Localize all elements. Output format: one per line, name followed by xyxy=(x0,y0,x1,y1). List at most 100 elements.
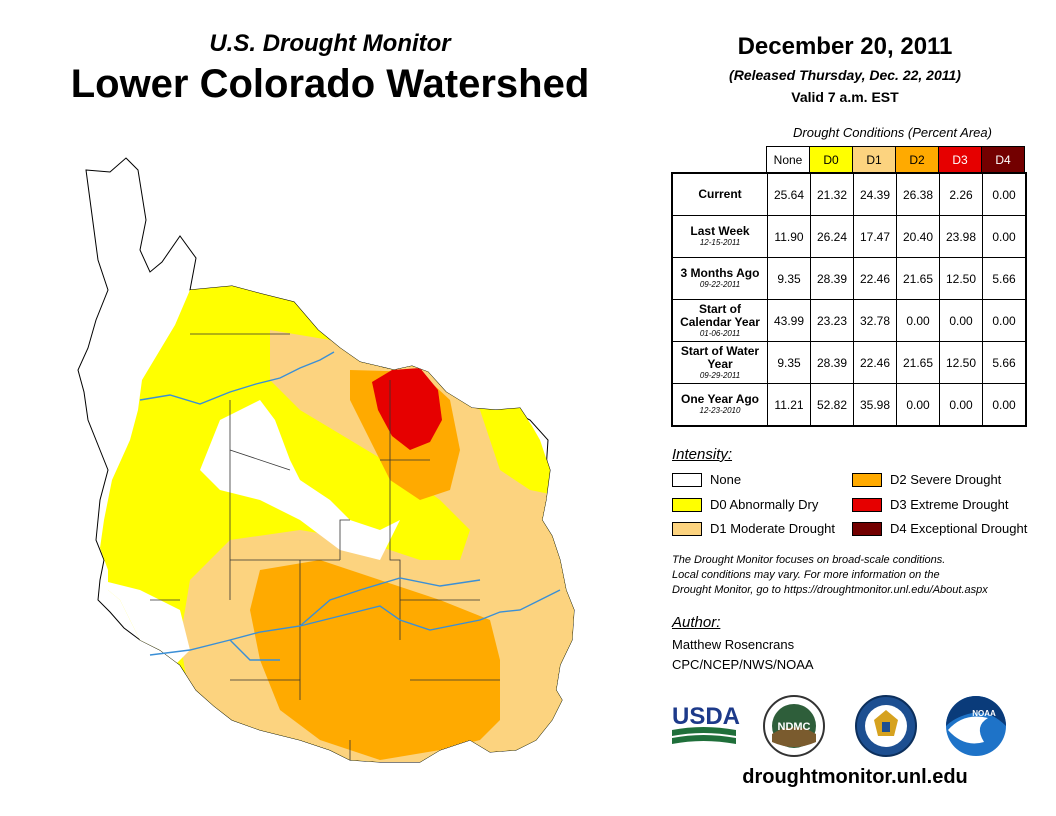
legend-item-d2: D2 Severe Drought xyxy=(852,472,1001,487)
row-label-text: Current xyxy=(698,187,742,201)
table-row: Start of Calendar Year 01-06-2011 43.99 2… xyxy=(671,299,1027,342)
legend-item-d4: D4 Exceptional Drought xyxy=(852,521,1027,536)
release-date: (Released Thursday, Dec. 22, 2011) xyxy=(729,67,961,83)
column-header-d0: D0 xyxy=(809,146,853,174)
row-date: 01-06-2011 xyxy=(699,328,741,338)
legend-item-d1: D1 Moderate Drought xyxy=(672,521,835,536)
row-date: 09-22-2011 xyxy=(699,280,741,289)
column-header-d3: D3 xyxy=(938,146,982,174)
legend-label: D4 Exceptional Drought xyxy=(890,521,1028,536)
row-date: 12-15-2011 xyxy=(699,238,741,247)
row-label-text: Last Week xyxy=(690,224,750,238)
category-header-row: None D0 D1 D2 D3 D4 xyxy=(766,146,1025,174)
table-cell: 26.24 xyxy=(810,215,854,258)
boundary-lines xyxy=(150,333,500,760)
table-cell: 21.65 xyxy=(896,341,940,384)
table-row: One Year Ago 12-23-2010 11.21 52.82 35.98… xyxy=(671,383,1027,427)
table-cell: 5.66 xyxy=(982,341,1027,384)
column-header-d2: D2 xyxy=(895,146,939,174)
table-cell: 25.64 xyxy=(767,172,811,216)
table-cell: 17.47 xyxy=(853,215,897,258)
row-label-text: One Year Ago xyxy=(680,392,760,406)
usda-logo-text: USDA xyxy=(672,703,740,730)
none-area-southwest xyxy=(100,580,190,670)
legend-swatch xyxy=(672,497,702,512)
table-cell: 0.00 xyxy=(896,383,940,427)
column-header-d1: D1 xyxy=(852,146,896,174)
table-cell: 12.50 xyxy=(939,341,983,384)
row-label-text: 3 Months Ago xyxy=(680,266,760,280)
row-label: Last Week 12-15-2011 xyxy=(671,215,768,258)
table-cell: 43.99 xyxy=(767,299,811,342)
table-cell: 0.00 xyxy=(982,299,1027,342)
column-header-d4: D4 xyxy=(981,146,1025,174)
table-cell: 11.21 xyxy=(767,383,811,427)
legend-label: D0 Abnormally Dry xyxy=(710,497,819,512)
map-subtitle: U.S. Drought Monitor xyxy=(209,30,451,57)
d2-area-south xyxy=(250,560,500,760)
table-cell: 21.65 xyxy=(896,257,940,300)
watershed-map xyxy=(77,157,575,763)
table-cell: 28.39 xyxy=(810,341,854,384)
table-cell: 22.46 xyxy=(853,257,897,300)
table-cell: 23.98 xyxy=(939,215,983,258)
row-label: One Year Ago 12-23-2010 xyxy=(671,383,768,427)
table-cell: 9.35 xyxy=(767,341,811,384)
legend-label: D3 Extreme Drought xyxy=(890,497,1009,512)
drought-conditions-table: Current 25.64 21.32 24.39 26.38 2.26 0.0… xyxy=(671,172,1027,427)
rivers xyxy=(139,351,561,661)
table-cell: 9.35 xyxy=(767,257,811,300)
logo-strip: USDA NDMC NOAA xyxy=(672,695,1006,757)
table-cell: 52.82 xyxy=(810,383,854,427)
table-cell: 35.98 xyxy=(853,383,897,427)
note-line: The Drought Monitor focuses on broad-sca… xyxy=(672,554,946,566)
table-cell: 24.39 xyxy=(853,172,897,216)
row-date: 09-29-2011 xyxy=(699,370,741,380)
legend-item-none: None xyxy=(672,472,741,487)
disclaimer-note: The Drought Monitor focuses on broad-sca… xyxy=(672,553,1042,598)
map-date: December 20, 2011 xyxy=(737,33,953,60)
row-label-text: Start of Calendar Year xyxy=(680,301,760,329)
table-cell: 23.23 xyxy=(810,299,854,342)
legend-swatch xyxy=(852,521,882,536)
column-header-none: None xyxy=(766,146,810,174)
row-label: 3 Months Ago 09-22-2011 xyxy=(671,257,768,300)
legend-label: D2 Severe Drought xyxy=(890,472,1002,487)
d3-area xyxy=(372,368,442,450)
table-cell: 2.26 xyxy=(939,172,983,216)
valid-time: Valid 7 a.m. EST xyxy=(791,89,899,105)
table-cell: 0.00 xyxy=(982,172,1027,216)
table-cell: 5.66 xyxy=(982,257,1027,300)
table-cell: 20.40 xyxy=(896,215,940,258)
map-title: Lower Colorado Watershed xyxy=(70,62,590,106)
legend-label: D1 Moderate Drought xyxy=(710,521,836,536)
legend-item-d3: D3 Extreme Drought xyxy=(852,497,1009,512)
author-heading: Author: xyxy=(672,614,721,631)
row-date: 12-23-2010 xyxy=(699,406,741,415)
table-row: 3 Months Ago 09-22-2011 9.35 28.39 22.46 … xyxy=(671,257,1027,300)
row-label: Start of Water Year 09-29-2011 xyxy=(671,341,768,384)
table-cell: 0.00 xyxy=(896,299,940,342)
note-line: Local conditions may vary. For more info… xyxy=(672,569,940,581)
legend-swatch xyxy=(672,472,702,487)
author-name: Matthew Rosencrans xyxy=(672,637,795,652)
website-url[interactable]: droughtmonitor.unl.edu xyxy=(742,766,968,788)
legend-item-d0: D0 Abnormally Dry xyxy=(672,497,818,512)
table-cell: 12.50 xyxy=(939,257,983,300)
note-line: Drought Monitor, go to https://droughtmo… xyxy=(672,584,988,596)
usda-logo: USDA xyxy=(672,703,740,744)
table-cell: 32.78 xyxy=(853,299,897,342)
ndmc-logo-text: NDMC xyxy=(778,721,811,733)
table-cell: 0.00 xyxy=(939,299,983,342)
row-label: Start of Calendar Year 01-06-2011 xyxy=(671,299,768,342)
commerce-seal xyxy=(855,695,917,757)
ndmc-logo: NDMC xyxy=(763,695,825,757)
table-cell: 0.00 xyxy=(982,383,1027,427)
table-cell: 26.38 xyxy=(896,172,940,216)
legend-heading: Intensity: xyxy=(672,446,733,463)
noaa-logo-text: NOAA xyxy=(972,709,996,718)
table-row: Last Week 12-15-2011 11.90 26.24 17.47 20… xyxy=(671,215,1027,258)
legend-swatch xyxy=(672,521,702,536)
table-row: Start of Water Year 09-29-2011 9.35 28.39… xyxy=(671,341,1027,384)
legend-swatch xyxy=(852,472,882,487)
